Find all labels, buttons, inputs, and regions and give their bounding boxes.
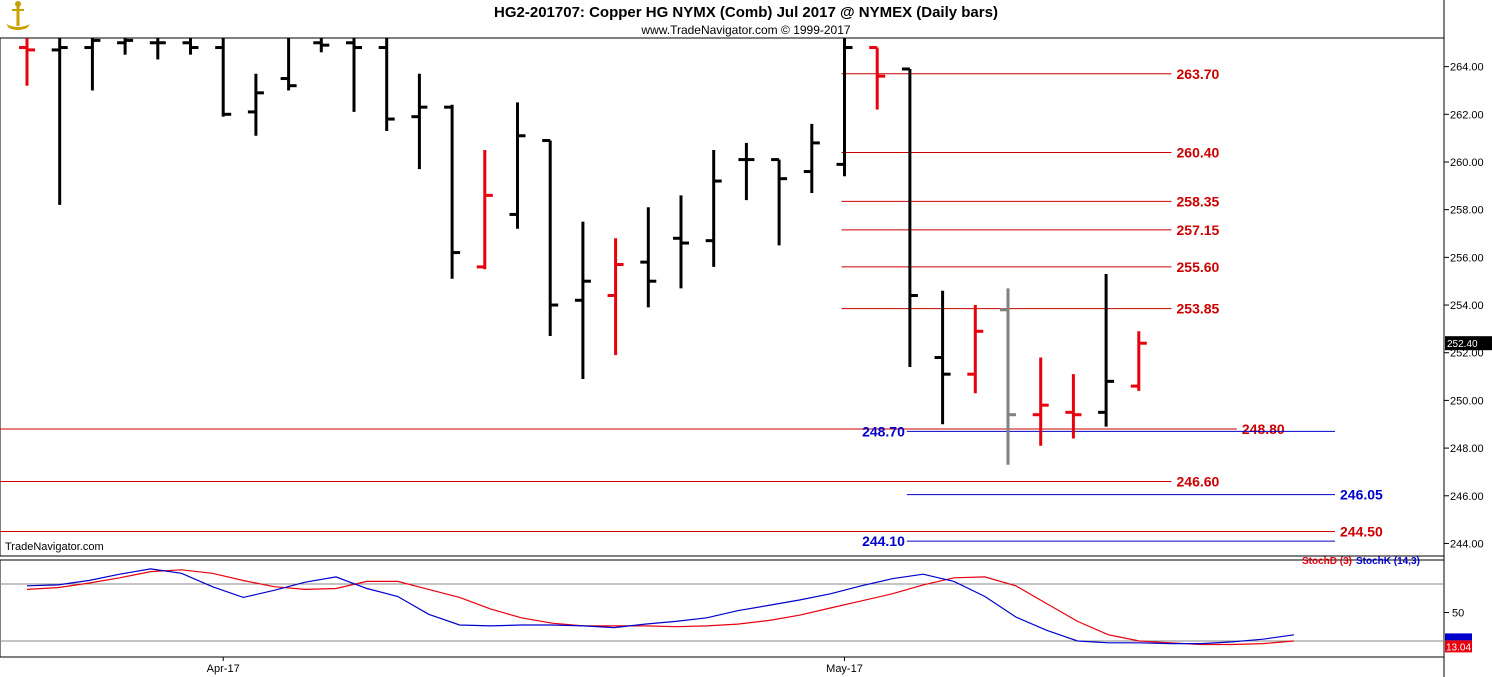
ohlc-bar bbox=[705, 150, 722, 267]
ohlc-bar bbox=[1032, 357, 1049, 446]
level-label: 255.60 bbox=[1177, 259, 1220, 275]
ohlc-bar bbox=[836, 38, 853, 177]
last-price-tag: 252.40 bbox=[1447, 339, 1478, 350]
level-label: 248.80 bbox=[1242, 421, 1285, 437]
y-tick-label: 264.00 bbox=[1450, 62, 1484, 74]
ohlc-bar bbox=[411, 73, 428, 170]
ohlc-bar bbox=[247, 73, 264, 136]
ohlc-bar bbox=[869, 46, 886, 110]
trade-navigator-logo bbox=[6, 1, 30, 30]
level-label: 248.70 bbox=[862, 423, 905, 439]
ohlc-bar bbox=[738, 142, 755, 201]
stochd-last-tag-bg bbox=[1445, 640, 1472, 653]
chart-subtitle: www.TradeNavigator.com © 1999-2017 bbox=[640, 23, 850, 37]
ohlc-bar bbox=[444, 104, 461, 279]
ohlc-bar bbox=[346, 38, 362, 112]
ohlc-bar bbox=[1065, 374, 1082, 439]
ohlc-bar bbox=[313, 38, 330, 53]
price-bars bbox=[19, 38, 1147, 465]
y-tick-label: 244.00 bbox=[1450, 538, 1484, 550]
ohlc-bar bbox=[1098, 274, 1115, 427]
y-tick-label: 254.00 bbox=[1450, 300, 1484, 312]
level-label: 257.15 bbox=[1177, 222, 1220, 238]
ohlc-bar bbox=[280, 38, 297, 91]
level-label: 263.70 bbox=[1177, 66, 1220, 82]
last-price-tag-bg bbox=[1445, 336, 1492, 351]
ohlc-bar bbox=[1130, 331, 1147, 391]
y-tick-label: 252.00 bbox=[1450, 348, 1484, 360]
ohlc-bar bbox=[803, 123, 820, 193]
ohlc-bar bbox=[509, 102, 526, 229]
ohlc-bar bbox=[378, 38, 395, 131]
ohlc-bar bbox=[215, 38, 232, 117]
level-label: 246.60 bbox=[1177, 473, 1220, 489]
y-tick-label: 250.00 bbox=[1450, 395, 1484, 407]
y-tick-label: 258.00 bbox=[1450, 205, 1484, 217]
ohlc-bar bbox=[149, 38, 166, 60]
date-axis: Apr-17 May-17 bbox=[0, 656, 1444, 675]
level-label: 244.10 bbox=[862, 533, 905, 549]
ohlc-bar bbox=[19, 38, 35, 86]
stochd-last-tag: 13.04 bbox=[1446, 642, 1471, 653]
price-axis: 244.00 246.00 248.00 250.00 252.00 254.00 256.… bbox=[1444, 62, 1492, 550]
level-label: 260.40 bbox=[1177, 144, 1220, 160]
ohlc-bar bbox=[51, 38, 68, 205]
x-tick-label: Apr-17 bbox=[207, 663, 240, 675]
ohlc-bar bbox=[771, 158, 788, 246]
chart-title: HG2-201707: Copper HG NYMX (Comb) Jul 20… bbox=[494, 4, 998, 21]
ohlc-bar bbox=[182, 38, 199, 55]
y-tick-label: 248.00 bbox=[1450, 443, 1484, 455]
osc-tick-label: 50 bbox=[1452, 608, 1464, 620]
ohlc-bar bbox=[542, 139, 559, 337]
y-tick-label: 262.00 bbox=[1450, 109, 1484, 121]
oscillator-panel: 50 StochD (3) StochK (14,3) 13.04 bbox=[0, 556, 1472, 658]
legend-stochk: StochK (14,3) bbox=[1356, 556, 1420, 567]
ohlc-bar bbox=[607, 238, 624, 356]
ohlc-bar bbox=[640, 207, 657, 308]
legend-stochd: StochD (3) bbox=[1302, 556, 1352, 567]
ohlc-bar bbox=[84, 38, 101, 91]
ohlc-bar bbox=[901, 67, 918, 368]
y-tick-label: 246.00 bbox=[1450, 491, 1484, 503]
y-tick-label: 256.00 bbox=[1450, 252, 1484, 264]
ohlc-bar bbox=[476, 150, 493, 270]
x-tick-label: May-17 bbox=[826, 663, 863, 675]
level-label: 244.50 bbox=[1340, 524, 1383, 540]
ohlc-bar bbox=[1000, 288, 1016, 465]
ohlc-bar bbox=[574, 221, 591, 379]
level-label: 246.05 bbox=[1340, 487, 1383, 503]
ohlc-bar bbox=[934, 290, 951, 425]
y-tick-label: 260.00 bbox=[1450, 157, 1484, 169]
ohlc-bar bbox=[967, 305, 984, 394]
ohlc-bar bbox=[117, 38, 134, 55]
ohlc-bar bbox=[673, 195, 689, 289]
watermark: TradeNavigator.com bbox=[5, 541, 104, 553]
level-label: 253.85 bbox=[1177, 301, 1220, 317]
stochk-last-tag bbox=[1445, 633, 1472, 641]
price-levels: 263.70 260.40 258.35 257.15 255.60 253.85 248.… bbox=[0, 66, 1383, 549]
stochd-line bbox=[26, 569, 1294, 646]
stochk-line bbox=[26, 568, 1294, 645]
level-label: 258.35 bbox=[1177, 193, 1220, 209]
